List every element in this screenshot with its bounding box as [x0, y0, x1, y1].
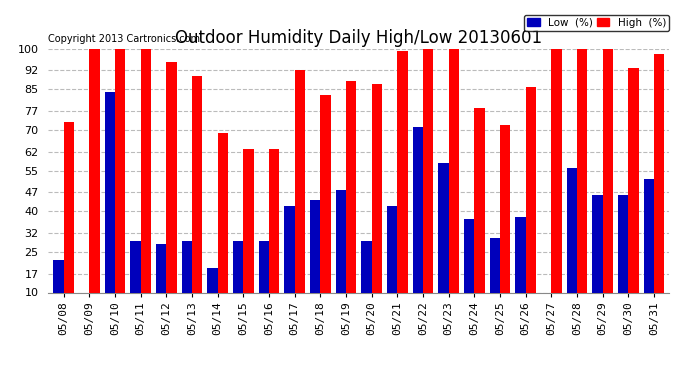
Bar: [105, 92, 115, 292]
Bar: [233, 241, 244, 292]
Bar: [310, 200, 320, 292]
Bar: [208, 268, 217, 292]
Bar: [515, 217, 526, 292]
Bar: [500, 124, 510, 292]
Legend: Low  (%), High  (%): Low (%), High (%): [524, 15, 669, 31]
Bar: [618, 195, 628, 292]
Bar: [284, 206, 295, 292]
Bar: [90, 49, 99, 292]
Bar: [644, 179, 654, 292]
Bar: [397, 51, 408, 292]
Bar: [592, 195, 602, 292]
Text: Copyright 2013 Cartronics.com: Copyright 2013 Cartronics.com: [48, 34, 200, 44]
Bar: [53, 260, 63, 292]
Bar: [217, 133, 228, 292]
Bar: [474, 108, 484, 292]
Bar: [259, 241, 269, 292]
Bar: [295, 70, 305, 292]
Bar: [115, 49, 126, 292]
Bar: [372, 84, 382, 292]
Bar: [166, 62, 177, 292]
Bar: [438, 162, 449, 292]
Title: Outdoor Humidity Daily High/Low 20130601: Outdoor Humidity Daily High/Low 20130601: [175, 29, 542, 47]
Bar: [577, 49, 587, 292]
Bar: [602, 49, 613, 292]
Bar: [490, 238, 500, 292]
Bar: [336, 190, 346, 292]
Bar: [346, 81, 356, 292]
Bar: [423, 49, 433, 292]
Bar: [269, 149, 279, 292]
Bar: [181, 241, 192, 292]
Bar: [464, 219, 474, 292]
Bar: [141, 49, 151, 292]
Bar: [413, 127, 423, 292]
Bar: [387, 206, 397, 292]
Bar: [244, 149, 254, 292]
Bar: [526, 87, 536, 292]
Bar: [63, 122, 74, 292]
Bar: [320, 95, 331, 292]
Bar: [551, 49, 562, 292]
Bar: [130, 241, 141, 292]
Bar: [362, 241, 372, 292]
Bar: [628, 68, 638, 292]
Bar: [654, 54, 664, 292]
Bar: [448, 49, 459, 292]
Bar: [192, 76, 202, 292]
Bar: [156, 244, 166, 292]
Bar: [566, 168, 577, 292]
